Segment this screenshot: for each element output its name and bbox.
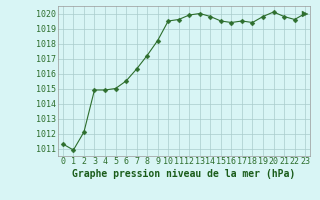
X-axis label: Graphe pression niveau de la mer (hPa): Graphe pression niveau de la mer (hPa) [72, 169, 296, 179]
